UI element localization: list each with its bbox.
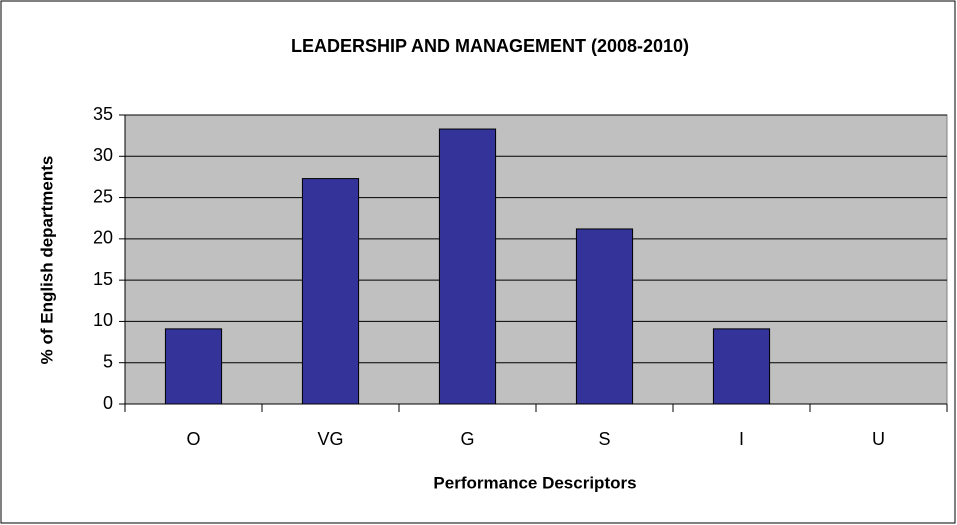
x-tick-label: I xyxy=(739,429,744,449)
bar xyxy=(438,128,497,405)
y-tick-label: 0 xyxy=(103,393,113,413)
chart-title: LEADERSHIP AND MANAGEMENT (2008-2010) xyxy=(291,36,689,56)
plot-area xyxy=(124,114,948,405)
x-tick-label: O xyxy=(186,429,200,449)
y-tick-label: 15 xyxy=(93,269,113,289)
x-tick-label: S xyxy=(598,429,610,449)
x-tick-label: VG xyxy=(317,429,343,449)
x-tick-label: G xyxy=(460,429,474,449)
bar xyxy=(301,178,360,405)
x-tick-label: U xyxy=(872,429,885,449)
x-axis-label: Performance Descriptors xyxy=(433,473,636,492)
y-tick-label: 30 xyxy=(93,145,113,165)
y-tick-label: 5 xyxy=(103,351,113,371)
y-tick-label: 20 xyxy=(93,228,113,248)
bar xyxy=(575,228,634,405)
y-axis-label: % of English departments xyxy=(37,156,56,365)
y-tick-label: 35 xyxy=(93,104,113,124)
bar xyxy=(712,328,771,405)
y-tick-label: 25 xyxy=(93,186,113,206)
bar xyxy=(164,328,223,405)
y-tick-label: 10 xyxy=(93,310,113,330)
